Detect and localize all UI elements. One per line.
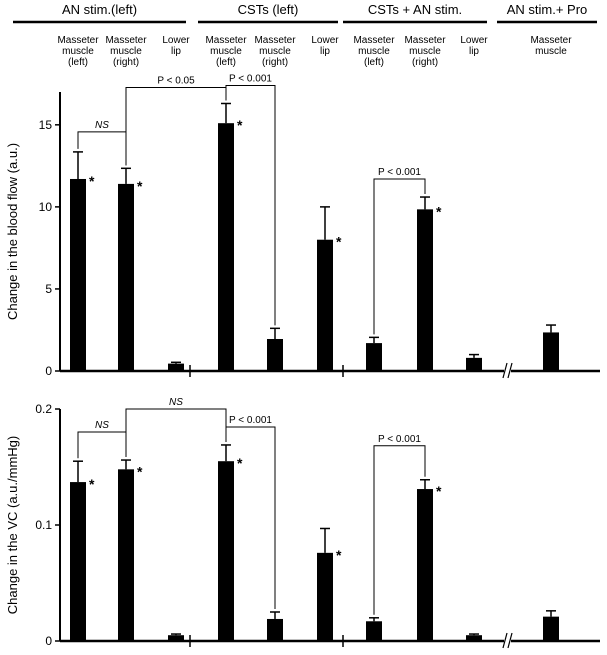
significance-star: * — [237, 455, 243, 471]
significance-star: * — [137, 463, 143, 479]
bar — [118, 469, 134, 641]
comparison-bracket: P < 0.001 — [373, 167, 426, 335]
axis-break-mark — [502, 632, 513, 649]
y-tick-label: 10 — [39, 200, 53, 214]
category-label: Lower lip — [311, 35, 339, 57]
comparison-label: P < 0.001 — [229, 415, 272, 426]
comparison-bracket: NS — [125, 397, 227, 458]
comparison-bracket: NS — [77, 120, 127, 166]
comparison-label: P < 0.05 — [157, 75, 195, 86]
axis-break-gap — [504, 363, 511, 379]
axis-break-slash — [507, 362, 513, 379]
y-axis-title: Change in the VC (a.u./mmHg) — [5, 436, 20, 614]
comparison-bracket: NS — [77, 420, 127, 459]
bar — [218, 461, 234, 641]
category-label: Masseter muscle (right) — [105, 35, 147, 68]
blood-flow-panel: 0 5 10 15 Change in the blood flow (a.u.) * * *… — [5, 73, 600, 379]
comparison-label: P < 0.001 — [378, 434, 421, 445]
category-label: Masseter muscle (left) — [205, 35, 247, 68]
bar — [543, 332, 559, 371]
bar — [168, 635, 184, 641]
comparison-label: NS — [95, 120, 109, 131]
axis-break-gap — [504, 633, 511, 649]
bar — [366, 343, 382, 371]
bar — [417, 489, 433, 641]
axis-break-slash — [507, 632, 513, 649]
bracket-line — [225, 426, 276, 609]
bar — [70, 482, 86, 641]
significance-star: * — [436, 483, 442, 499]
y-tick-label: 0 — [45, 364, 52, 378]
significance-star: * — [436, 203, 442, 219]
axis-break-slash — [502, 362, 508, 379]
y-tick-label: 5 — [45, 282, 52, 296]
bracket-line — [77, 131, 127, 166]
comparison-label: NS — [95, 420, 109, 431]
category-label: Masseter muscle (right) — [254, 35, 296, 68]
significance-star: * — [89, 173, 95, 189]
axis-break-slash — [502, 632, 508, 649]
bar — [168, 363, 184, 371]
group-title: CSTs (left) — [238, 2, 299, 17]
bar — [466, 635, 482, 641]
bar — [317, 239, 333, 371]
bracket-line — [225, 84, 276, 326]
significance-star: * — [89, 476, 95, 492]
bar — [118, 183, 134, 371]
y-tick-label: 0.1 — [35, 518, 52, 532]
category-label: Masseter muscle (left) — [57, 35, 99, 68]
comparison-bracket: P < 0.05 — [125, 75, 227, 166]
bar — [417, 209, 433, 371]
y-axis-title: Change in the blood flow (a.u.) — [5, 143, 20, 320]
y-tick-label: 0.2 — [35, 402, 52, 416]
comparison-label: NS — [169, 397, 183, 408]
bar — [267, 338, 283, 371]
bracket-line — [373, 178, 426, 335]
bar — [317, 552, 333, 641]
category-label: Masseter muscle (left) — [353, 35, 395, 68]
category-label: Lower lip — [460, 35, 488, 57]
bar — [70, 178, 86, 371]
category-label: Lower lip — [162, 35, 190, 57]
y-tick-label: 15 — [39, 118, 53, 132]
comparison-label: P < 0.001 — [378, 167, 421, 178]
bar — [267, 618, 283, 641]
bar — [543, 616, 559, 641]
significance-star: * — [137, 178, 143, 194]
bracket-line — [77, 431, 127, 459]
group-header: AN stim.(left)Masseter muscle (left)Masset… — [13, 2, 597, 68]
comparison-label: P < 0.001 — [229, 73, 272, 84]
category-label: Masseter muscle (right) — [404, 35, 446, 68]
bracket-line — [125, 408, 227, 458]
bar — [466, 357, 482, 371]
significance-star: * — [336, 234, 342, 250]
bar — [366, 621, 382, 641]
significance-star: * — [237, 117, 243, 133]
bracket-line — [125, 86, 227, 166]
vascular-conductance-panel: 0 0.1 0.2 Change in the VC (a.u./mmHg) * * * * *… — [5, 397, 600, 649]
comparison-bracket: P < 0.001 — [225, 73, 276, 326]
group-title: AN stim.(left) — [62, 2, 137, 17]
category-label: Masseter muscle — [530, 35, 572, 57]
group-title: AN stim.+ Pro — [507, 2, 588, 17]
significance-star: * — [336, 547, 342, 563]
bracket-line — [373, 445, 426, 615]
y-tick-label: 0 — [45, 634, 52, 648]
group-title: CSTs + AN stim. — [368, 2, 462, 17]
axis-break-mark — [502, 362, 513, 379]
comparison-bracket: P < 0.001 — [373, 434, 426, 615]
comparison-bracket: P < 0.001 — [225, 415, 276, 609]
bar — [218, 123, 234, 372]
